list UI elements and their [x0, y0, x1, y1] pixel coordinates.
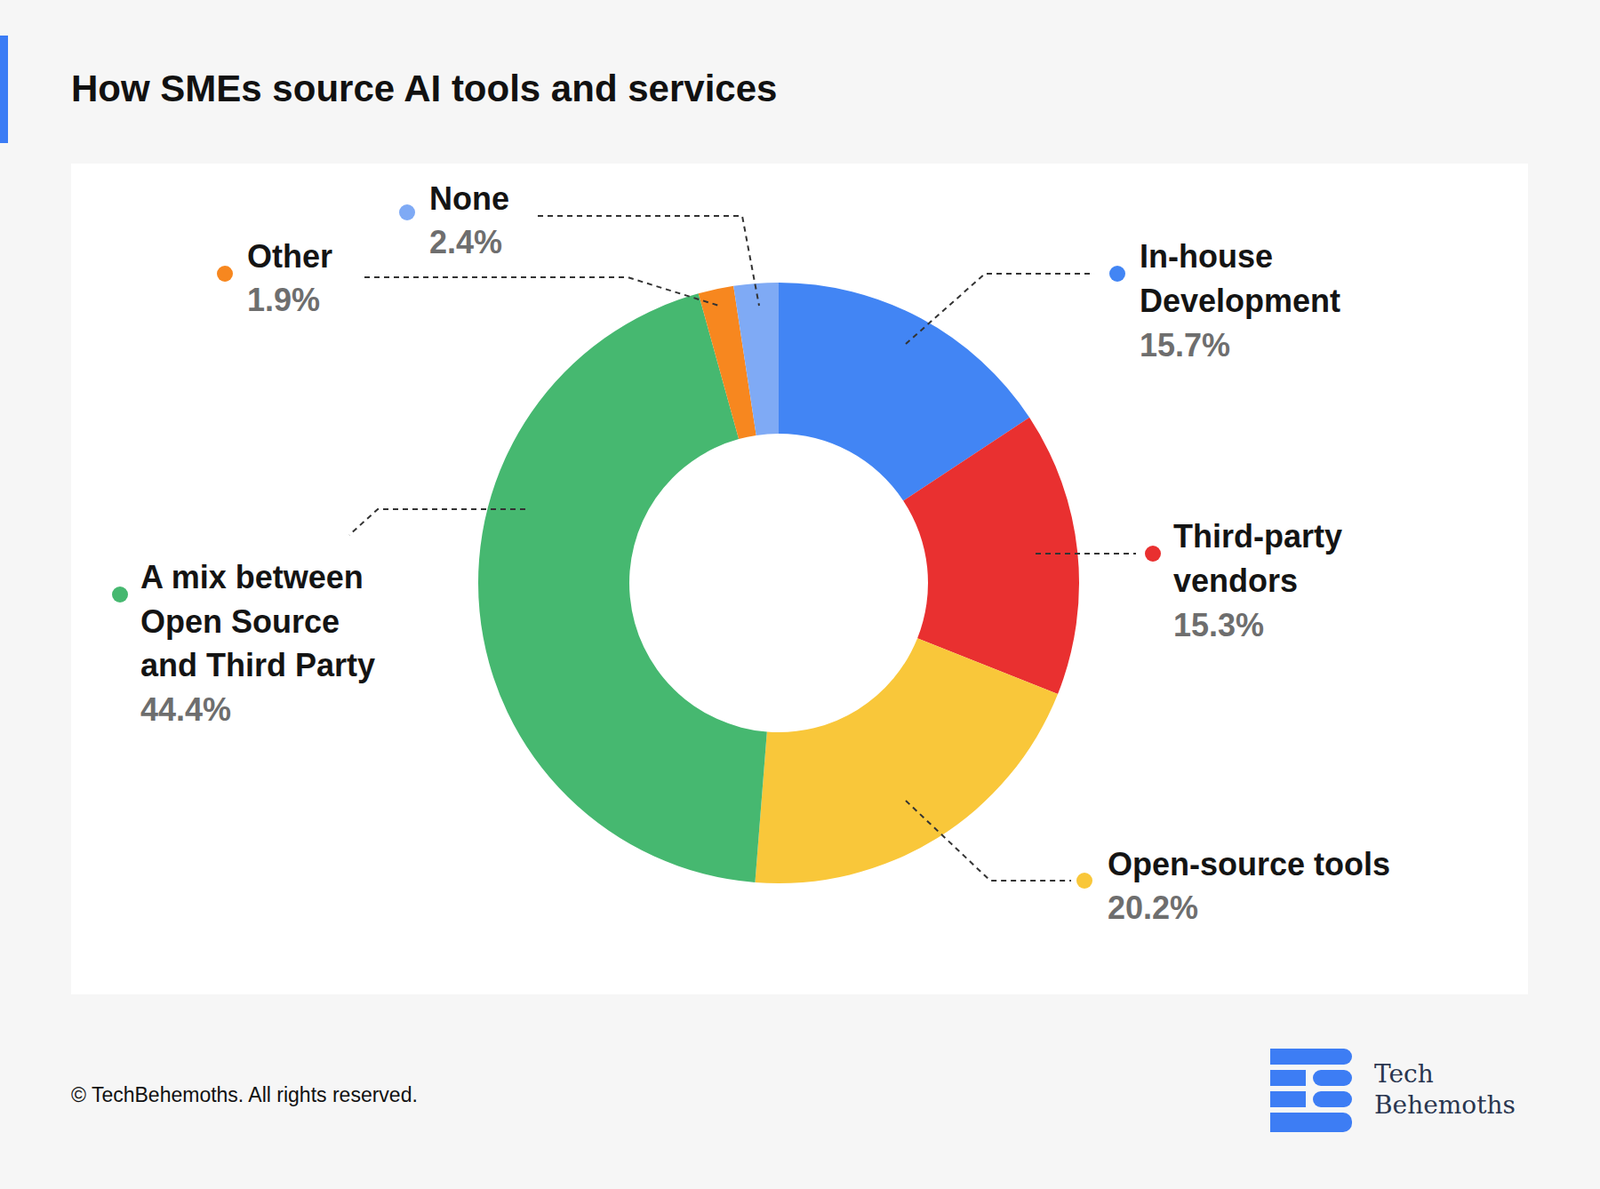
svg-text:Open Source: Open Source: [140, 603, 340, 640]
svg-text:vendors: vendors: [1173, 562, 1298, 600]
svg-text:2.4%: 2.4%: [429, 224, 503, 261]
svg-text:Open-source tools: Open-source tools: [1107, 846, 1391, 883]
svg-text:Other: Other: [247, 238, 333, 275]
html-text:© TechBehemoths. All rights re: © TechBehemoths. All rights reserved.: [71, 1083, 418, 1107]
html-text:Tech: Tech: [1374, 1059, 1434, 1089]
svg-text:1.9%: 1.9%: [247, 281, 320, 319]
svg-text:None: None: [429, 180, 510, 217]
svg-text:Third-party: Third-party: [1173, 518, 1343, 555]
html-text:Behemoths: Behemoths: [1374, 1090, 1516, 1120]
svg-text:In-house: In-house: [1139, 238, 1273, 275]
svg-text:15.7%: 15.7%: [1139, 327, 1231, 364]
svg-text:A mix between: A mix between: [140, 559, 364, 596]
svg-text:15.3%: 15.3%: [1173, 607, 1264, 644]
svg-text:44.4%: 44.4%: [140, 691, 232, 728]
html-text:How SMEs source AI tools and s: How SMEs source AI tools and services: [71, 67, 778, 110]
svg-text:Development: Development: [1139, 282, 1341, 320]
svg-text:and Third Party: and Third Party: [140, 647, 376, 684]
svg-text:20.2%: 20.2%: [1107, 889, 1199, 927]
